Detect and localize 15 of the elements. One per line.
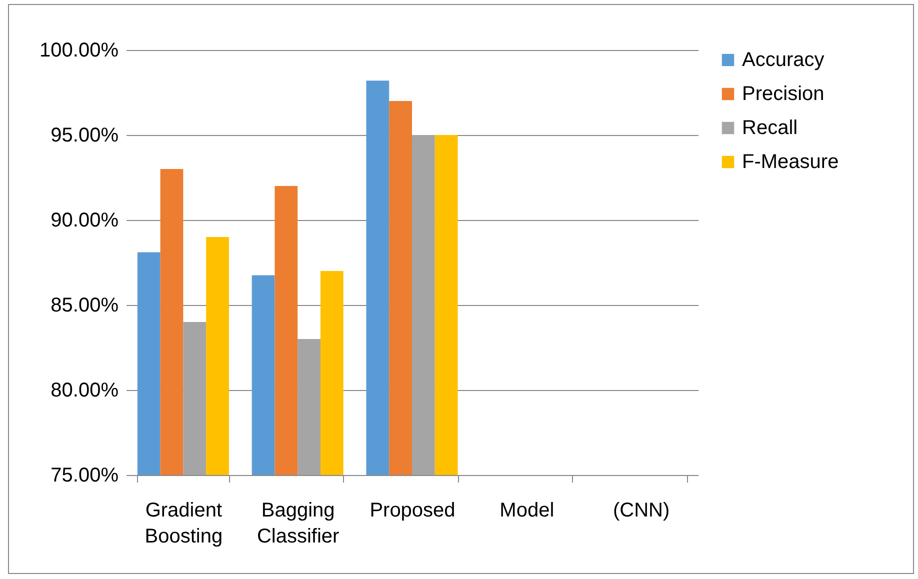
x-tick-label: Proposed (370, 500, 456, 522)
y-tick-label: 95.00% (50, 124, 119, 146)
x-tick-label: (CNN) (612, 500, 670, 522)
x-tick-label: Model (500, 500, 554, 522)
y-tick-label: 90.00% (50, 210, 119, 232)
legend-label: Accuracy (742, 49, 824, 71)
legend-label: Recall (742, 117, 798, 139)
x-tick-label: Gradient Boosting (144, 500, 223, 548)
y-tick-label: 100.00% (40, 40, 119, 62)
y-tick-label: 85.00% (50, 294, 119, 316)
x-tick-label: Bagging Classifier (256, 500, 340, 548)
y-tick-label: 75.00% (50, 464, 119, 486)
legend-label: F-Measure (742, 151, 839, 173)
y-tick-label: 80.00% (50, 380, 119, 402)
legend-label: Precision (742, 83, 824, 105)
